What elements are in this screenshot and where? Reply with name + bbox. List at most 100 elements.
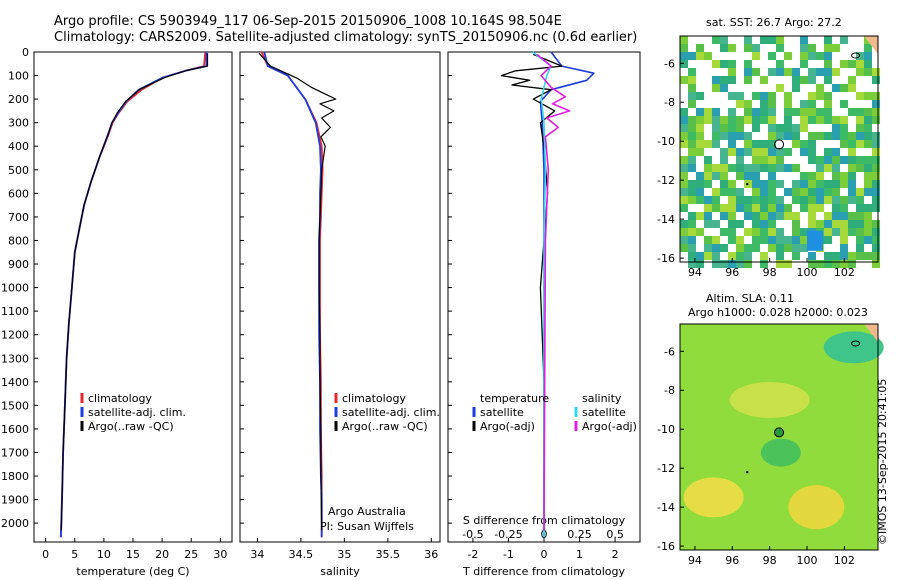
diff-legend-header-temperature: temperature [480, 392, 549, 405]
sst-map-cool-patch [807, 230, 824, 251]
sst-map-cell [680, 132, 688, 140]
depth-label-10: 1000 [1, 282, 29, 295]
sst-map-cell [864, 124, 872, 132]
difference-series-3 [536, 53, 571, 531]
sst-map-cell [824, 68, 832, 76]
sst-map-cell [680, 236, 688, 244]
sla-map-high-anomaly-2 [788, 485, 845, 530]
sst-map-cell [808, 100, 816, 108]
sst-map-cell [816, 172, 824, 180]
sst-map-cell [856, 156, 864, 164]
sst-map-cell [864, 108, 872, 116]
sst-map-cell [832, 124, 840, 132]
diff-x-ticklabel-1: -1 [503, 548, 514, 561]
sst-map-cell [856, 116, 864, 124]
sst-map-cell [696, 52, 704, 60]
sst-map-cell [688, 228, 696, 236]
sdiff-ticklabel-1: -0.25 [494, 528, 522, 541]
sst-map-cell [728, 140, 736, 148]
depth-label-6: 600 [8, 187, 29, 200]
sst-map-cell [736, 188, 744, 196]
sst-map-cell [728, 44, 736, 52]
depth-label-1: 100 [8, 70, 29, 83]
sst-map-argo-marker [774, 139, 785, 150]
sst-map-cell [872, 108, 880, 116]
sst-map-cell [768, 36, 776, 44]
sst-map-cell [760, 212, 768, 220]
sst-map-cell [872, 132, 880, 140]
sst-map-cell [832, 116, 840, 124]
sst-map-cell [816, 188, 824, 196]
depth-label-2: 200 [8, 93, 29, 106]
temp-x-ticklabel-1: 5 [71, 548, 78, 561]
sst-map-cell [824, 164, 832, 172]
sst-map-cell [768, 92, 776, 100]
sla-map-lat-label-4: -14 [657, 501, 675, 514]
sst-map-cell [800, 36, 808, 44]
depth-label-9: 900 [8, 258, 29, 271]
sst-map-cell [744, 260, 752, 268]
sst-map-island [746, 182, 749, 186]
sst-map-cell [808, 156, 816, 164]
sal-x-ticklabel-1: 34.5 [289, 548, 314, 561]
depth-label-13: 1300 [1, 352, 29, 365]
sst-map-cell [768, 244, 776, 252]
sst-map-cell [680, 244, 688, 252]
sst-map-cell [680, 116, 688, 124]
sst-map-cell [728, 260, 736, 268]
sla-map-low-anomaly [823, 331, 884, 364]
sst-map-cell [752, 68, 760, 76]
sst-map-cell [768, 124, 776, 132]
sla-map-high-anomaly-1 [683, 477, 744, 518]
sst-map-cell [800, 108, 808, 116]
sst-map-cell [728, 180, 736, 188]
sst-map-cell [840, 196, 848, 204]
sst-map-cell [704, 244, 712, 252]
sst-map-cell [872, 76, 880, 84]
sst-map-cell [816, 116, 824, 124]
sst-map-lon-label-2: 98 [763, 266, 777, 279]
sst-map-cell [872, 172, 880, 180]
sst-map-cell [816, 108, 824, 116]
sst-map-cell [864, 68, 872, 76]
sst-map-cell [848, 180, 856, 188]
sst-map-cell [752, 172, 760, 180]
sst-map-cell [856, 92, 864, 100]
temp-x-ticklabel-3: 15 [126, 548, 140, 561]
sst-map-cell [728, 116, 736, 124]
depth-label-11: 1100 [1, 305, 29, 318]
sst-map-cell [832, 212, 840, 220]
sst-map-cell [848, 172, 856, 180]
sst-map-cell [752, 108, 760, 116]
sst-map-cell [728, 124, 736, 132]
sla-map-subtitle: Argo h1000: 0.028 h2000: 0.023 [688, 306, 868, 319]
sst-map-cell [752, 164, 760, 172]
sst-map-cell [808, 116, 816, 124]
sla-map-mid-anomaly [729, 381, 810, 418]
sst-map-cell [832, 148, 840, 156]
sst-map-cell [712, 84, 720, 92]
sst-map-cell [824, 108, 832, 116]
sst-map-cell [688, 84, 696, 92]
sst-map-cell [696, 92, 704, 100]
sst-map-cell [784, 132, 792, 140]
sst-map-cell [688, 196, 696, 204]
sst-map-cell [784, 260, 792, 268]
sst-map-cell [824, 76, 832, 84]
sst-map-cell [776, 244, 784, 252]
sst-map-cell [872, 196, 880, 204]
sst-map-cell [696, 132, 704, 140]
sst-map-cell [744, 116, 752, 124]
sst-map-cell [744, 252, 752, 260]
sst-map-cell [832, 252, 840, 260]
sst-map-cell [688, 52, 696, 60]
sst-map-cell [752, 228, 760, 236]
sst-map-cell [840, 84, 848, 92]
pi-label: PI: Susan Wijffels [320, 520, 414, 533]
sla-map-lat-label-3: -12 [657, 462, 675, 475]
sst-map-cell [688, 140, 696, 148]
sst-map-cell [688, 92, 696, 100]
sst-map-cell [752, 236, 760, 244]
sst-map-cell [752, 140, 760, 148]
sst-map-cell [864, 44, 872, 52]
